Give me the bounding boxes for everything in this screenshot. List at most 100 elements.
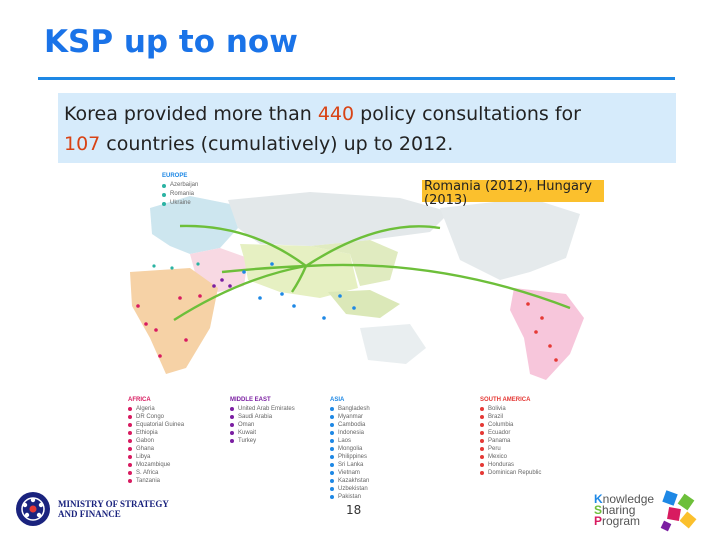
legend-item: Cambodia bbox=[330, 421, 370, 429]
legend-item: Ghana bbox=[128, 445, 184, 453]
region-heading: ASIA bbox=[330, 397, 345, 403]
legend-item: Uzbekistan bbox=[330, 485, 370, 493]
legend-item: Romania bbox=[162, 190, 198, 199]
region-heading: SOUTH AMERICA bbox=[480, 397, 531, 403]
country-dot bbox=[270, 262, 274, 266]
region-legend-africa: AFRICA Algeria DR Congo Equatorial Guine… bbox=[128, 396, 184, 485]
legend-item: Oman bbox=[230, 421, 295, 429]
summary-text: Korea provided more than 440 policy cons… bbox=[64, 99, 581, 159]
legend-item: Myanmar bbox=[330, 413, 370, 421]
legend-item: Algeria bbox=[128, 405, 184, 413]
legend-item: Mexico bbox=[480, 453, 541, 461]
country-dot bbox=[280, 292, 284, 296]
map-region-asia bbox=[240, 244, 358, 298]
legend-dot bbox=[162, 192, 166, 197]
country-dot bbox=[198, 294, 202, 298]
country-dot bbox=[292, 304, 296, 308]
map-region-africa bbox=[130, 268, 218, 374]
country-dot bbox=[220, 278, 224, 282]
country-dot bbox=[534, 330, 538, 334]
europe-expansion-tag: Romania (2012), Hungary (2013) bbox=[422, 180, 604, 208]
region-heading: MIDDLE EAST bbox=[230, 397, 271, 403]
legend-item: Bolivia bbox=[480, 405, 541, 413]
map-region-north-america bbox=[440, 198, 580, 280]
legend-item: Pakistan bbox=[330, 493, 370, 501]
legend-item: Libya bbox=[128, 453, 184, 461]
country-dot bbox=[526, 302, 530, 306]
arrow-to-africa bbox=[173, 264, 307, 322]
country-dot bbox=[154, 328, 158, 332]
summary-text-part3: countries (cumulatively) up to 2012. bbox=[100, 133, 454, 155]
country-dot bbox=[322, 316, 326, 320]
country-dot bbox=[258, 296, 262, 300]
country-dot bbox=[212, 284, 216, 288]
legend-item: Ecuador bbox=[480, 429, 541, 437]
country-dot bbox=[352, 306, 356, 310]
consultations-count: 440 bbox=[317, 103, 355, 125]
ministry-logo: MINISTRY OF STRATEGY AND FINANCE bbox=[14, 490, 169, 528]
country-dot bbox=[196, 262, 200, 266]
legend-dot bbox=[162, 201, 166, 206]
ksp-wordmark: Knowledge Sharing Program bbox=[594, 492, 655, 528]
legend-item: Tanzania bbox=[128, 477, 184, 485]
legend-dot bbox=[162, 183, 166, 188]
country-dot bbox=[228, 284, 232, 288]
country-dot bbox=[158, 354, 162, 358]
region-heading: AFRICA bbox=[128, 397, 151, 403]
ministry-emblem-icon bbox=[16, 492, 50, 526]
map-region-north-asia bbox=[228, 192, 450, 246]
map-region-southeast-asia bbox=[328, 290, 400, 318]
legend-item: S. Africa bbox=[128, 469, 184, 477]
legend-item: United Arab Emirates bbox=[230, 405, 295, 413]
country-dot bbox=[178, 296, 182, 300]
legend-item: Ukraine bbox=[162, 199, 198, 208]
legend-item: Honduras bbox=[480, 461, 541, 469]
title-underline bbox=[38, 77, 675, 80]
europe-legend: EUROPE Azerbaijan Romania Ukraine bbox=[162, 172, 198, 208]
region-legend-middle-east: MIDDLE EAST United Arab Emirates Saudi A… bbox=[230, 396, 295, 445]
legend-item: Columbia bbox=[480, 421, 541, 429]
ksp-logo-icon bbox=[660, 490, 697, 532]
legend-item: Panama bbox=[480, 437, 541, 445]
legend-item: Equatorial Guinea bbox=[128, 421, 184, 429]
legend-item: Peru bbox=[480, 445, 541, 453]
legend-item: Philippines bbox=[330, 453, 370, 461]
legend-item: Ethiopia bbox=[128, 429, 184, 437]
countries-count: 107 bbox=[64, 133, 101, 155]
page-number: 18 bbox=[346, 503, 362, 517]
country-dot bbox=[136, 304, 140, 308]
legend-item: Laos bbox=[330, 437, 370, 445]
legend-item: Kuwait bbox=[230, 429, 295, 437]
legend-item: Azerbaijan bbox=[162, 181, 198, 190]
region-legend-asia: ASIA Bangladesh Myanmar Cambodia Indones… bbox=[330, 396, 370, 501]
arrow-to-north-america bbox=[305, 225, 441, 268]
legend-item: DR Congo bbox=[128, 413, 184, 421]
summary-text-part1: Korea provided more than bbox=[64, 103, 318, 125]
summary-text-part2: policy consultations for bbox=[354, 103, 581, 125]
legend-item: Sri Lanka bbox=[330, 461, 370, 469]
country-dot bbox=[242, 270, 246, 274]
region-legend-south-america: SOUTH AMERICA Bolivia Brazil Columbia Ec… bbox=[480, 396, 541, 477]
legend-item: Vietnam bbox=[330, 469, 370, 477]
country-dot bbox=[170, 266, 174, 270]
country-dot bbox=[144, 322, 148, 326]
slide-title: KSP up to now bbox=[44, 24, 298, 60]
legend-item: Indonesia bbox=[330, 429, 370, 437]
legend-item: Bangladesh bbox=[330, 405, 370, 413]
arrow-to-south-america bbox=[305, 263, 571, 310]
legend-item: Kazakhstan bbox=[330, 477, 370, 485]
legend-item: Mongolia bbox=[330, 445, 370, 453]
europe-legend-heading: EUROPE bbox=[162, 173, 188, 179]
country-dot bbox=[540, 316, 544, 320]
country-dot bbox=[152, 264, 156, 268]
map-region-australia bbox=[360, 324, 426, 364]
legend-item: Turkey bbox=[230, 437, 295, 445]
legend-item: Mozambique bbox=[128, 461, 184, 469]
summary-callout: Korea provided more than 440 policy cons… bbox=[58, 93, 676, 163]
arrow-to-asia bbox=[291, 265, 308, 293]
ministry-name: MINISTRY OF STRATEGY AND FINANCE bbox=[58, 499, 169, 519]
country-dot bbox=[554, 358, 558, 362]
country-dot bbox=[338, 294, 342, 298]
legend-item: Gabon bbox=[128, 437, 184, 445]
legend-item: Dominican Republic bbox=[480, 469, 541, 477]
